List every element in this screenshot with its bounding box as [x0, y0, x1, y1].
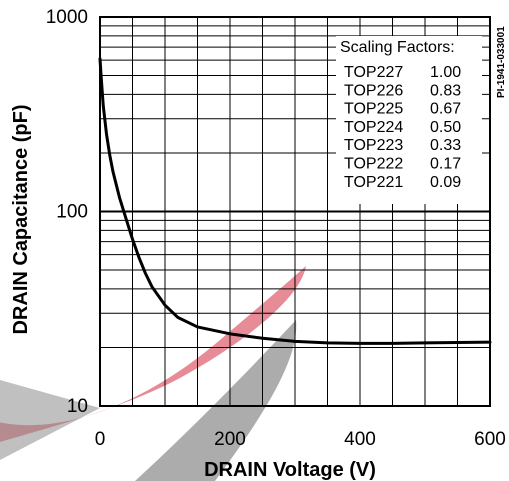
legend-entry-factor: 0.50: [430, 119, 461, 136]
legend-entry-factor: 0.67: [430, 101, 461, 118]
x-tick-label: 600: [474, 429, 506, 450]
legend-entry-factor: 0.33: [430, 137, 461, 154]
legend-entry-part: TOP225: [344, 101, 403, 118]
figure-id: PI-1941-033001: [496, 26, 507, 98]
y-tick-label: 100: [56, 202, 88, 223]
legend-entry-factor: 0.17: [430, 156, 461, 173]
legend: Scaling Factors: TOP227 1.00 TOP226 0.83 TOP…: [336, 36, 482, 204]
y-tick-label: 1000: [46, 7, 88, 28]
x-tick-label: 400: [344, 429, 376, 450]
x-axis-title: DRAIN Voltage (V): [204, 459, 376, 481]
x-tick-label: 0: [95, 429, 106, 450]
legend-entry-part: TOP222: [344, 156, 403, 173]
legend-entry-part: TOP227: [344, 64, 403, 81]
legend-entry-factor: 0.83: [430, 82, 461, 99]
y-tick-label: 10: [67, 396, 88, 417]
legend-entry-part: TOP224: [344, 119, 403, 136]
plot-frame: [99, 16, 491, 407]
legend-entry-part: TOP226: [344, 82, 403, 99]
legend-entry-factor: 1.00: [430, 64, 461, 81]
series-line: [98, 57, 492, 345]
watermark-gray-arrow: [0, 380, 100, 460]
legend-entry-part: TOP223: [344, 137, 403, 154]
series-layer: [98, 57, 492, 345]
legend-entry-factor: 0.09: [430, 174, 461, 191]
legend-entry-part: TOP221: [344, 174, 403, 191]
legend-title: Scaling Factors:: [340, 39, 455, 56]
legend-background: [336, 36, 482, 204]
watermark-logo: [0, 266, 306, 481]
tick-labels: 0 200 400 600 10 100 1000: [46, 7, 506, 450]
watermark-gray-swoosh: [135, 320, 297, 481]
y-axis-title: DRAIN Capacitance (pF): [10, 104, 32, 334]
x-tick-label: 200: [214, 429, 246, 450]
